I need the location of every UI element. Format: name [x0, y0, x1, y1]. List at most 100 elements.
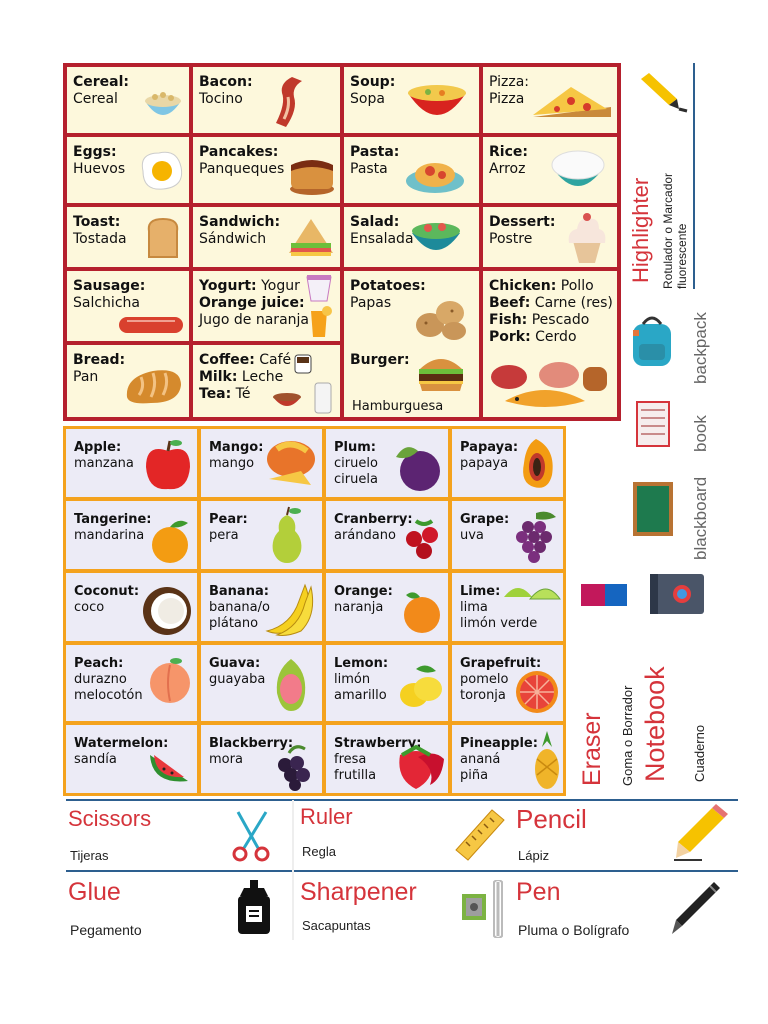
- food-label: Toast: Tostada: [73, 214, 127, 247]
- pen-card: Pen Pluma o Bolígrafo: [512, 874, 738, 940]
- pancakes-icon: [290, 160, 334, 195]
- food-label: Pizza: Pizza: [489, 74, 530, 107]
- blackboard-card: blackboard: [623, 464, 718, 560]
- pineapple-icon: [535, 731, 559, 789]
- meats-icon: [491, 362, 607, 407]
- food-card-salad: Salad: Ensalada: [344, 207, 479, 267]
- coconut-icon: [143, 587, 191, 635]
- ruler-spanish-label: Regla: [302, 844, 336, 859]
- food-card-eggs: Eggs: Huevos: [67, 137, 189, 203]
- blackboard-icon: [633, 482, 673, 536]
- pizza-slice-icon: [533, 87, 611, 117]
- burger-icon: [419, 359, 463, 391]
- lemon-icon: [400, 665, 442, 707]
- eraser-card: Eraser Goma o Borrador: [575, 566, 637, 788]
- plum-icon: [396, 447, 440, 491]
- food-label: Eggs: Huevos: [73, 144, 126, 177]
- peach-icon: [150, 658, 190, 703]
- eraser-icon: [581, 584, 627, 606]
- fruit-card-papaya: Papaya: papaya: [452, 429, 563, 497]
- sausage-icon: [119, 317, 183, 333]
- food-label: Sausage: Salchicha: [73, 278, 146, 311]
- highlighter-spanish-line-2: fluorescente: [675, 223, 689, 289]
- glue-label: Glue: [68, 878, 121, 906]
- fruit-label: Papaya: papaya: [460, 440, 519, 471]
- mango-icon: [267, 441, 315, 485]
- backpack-icon: [633, 316, 671, 366]
- food-card-yogurt-orange-juice: Yogurt: Yogur Orange juice: Jugo de naranj…: [193, 271, 340, 341]
- potatoes-icon: [416, 301, 466, 340]
- fruit-card-banana: Banana: banana/o plátano: [201, 573, 322, 641]
- food-label: Yogurt: Yogur Orange juice: Jugo de naranj…: [199, 278, 309, 328]
- fruit-label: Grape: uva: [460, 512, 510, 543]
- backpack-card: backpack: [623, 300, 718, 386]
- notebook-card: Notebook Cuaderno: [640, 566, 720, 788]
- notebook-icon: [650, 574, 704, 614]
- scissors-spanish-label: Tijeras: [70, 848, 109, 863]
- cupcake-icon: [568, 213, 606, 263]
- backpack-label: backpack: [691, 312, 710, 384]
- fruit-card-coconut: Coconut: coco: [66, 573, 197, 641]
- pear-icon: [272, 506, 302, 563]
- food-card-cereal: Cereal: Cereal: [67, 67, 189, 133]
- fruit-card-watermelon: Watermelon: sandía: [66, 725, 197, 793]
- highlighter-icon: [641, 73, 688, 113]
- eraser-label: Eraser: [578, 712, 606, 786]
- fruit-label: Strawberry: fresa frutilla: [334, 736, 422, 783]
- sharpener-card: Sharpener Sacapuntas: [296, 874, 508, 940]
- fruit-label: Tangerine: mandarina: [74, 512, 152, 543]
- supplies-middle-rule: [66, 870, 738, 872]
- food-label: Pasta: Pasta: [350, 144, 400, 177]
- book-icon: [636, 401, 670, 447]
- food-card-meats: Chicken: Pollo Beef: Carne (res) Fish: Pes…: [483, 271, 617, 417]
- fruit-card-pear: Pear: pera: [201, 501, 322, 569]
- food-card-sausage: Sausage: Salchicha: [67, 271, 189, 341]
- pencil-spanish-label: Lápiz: [518, 848, 550, 863]
- food-label: Rice: Arroz: [489, 144, 528, 177]
- food-label: Dessert: Postre: [489, 214, 556, 247]
- blackboard-label: blackboard: [691, 476, 710, 560]
- food-card-bread: Bread: Pan: [67, 345, 189, 417]
- fruit-card-grape: Grape: uva: [452, 501, 563, 569]
- fruit-label: Pineapple: ananá piña: [460, 736, 538, 783]
- food-label: Salad: Ensalada: [350, 214, 414, 247]
- fruit-label: Lime: lima limón verde: [460, 584, 538, 631]
- fruit-card-apple: Apple: manzana: [66, 429, 197, 497]
- glue-spanish-label: Pegamento: [70, 922, 142, 938]
- pencil-icon: [674, 804, 728, 861]
- food-label: Chicken: Pollo Beef: Carne (res) Fish: Pes…: [489, 278, 613, 345]
- fruit-card-tangerine: Tangerine: mandarina: [66, 501, 197, 569]
- food-label: Bread: Pan: [73, 352, 126, 385]
- fruit-card-lemon: Lemon: limón amarillo: [326, 645, 448, 721]
- fried-egg-icon: [141, 151, 183, 190]
- fruit-card-guava: Guava: guayaba: [201, 645, 322, 721]
- food-card-pasta: Pasta: Pasta: [344, 137, 479, 203]
- food-label: Pancakes: Panqueques: [199, 144, 285, 177]
- bread-loaf-icon: [126, 370, 181, 404]
- grapefruit-icon: [516, 671, 558, 713]
- supplies-top-rule: [66, 799, 738, 801]
- food-card-bacon: Bacon: Tocino: [193, 67, 340, 133]
- fruit-card-peach: Peach: durazno melocotón: [66, 645, 197, 721]
- eraser-spanish-label: Goma o Borrador: [620, 685, 635, 786]
- fruit-label: Cranberry: arándano: [334, 512, 413, 543]
- papaya-icon: [523, 439, 553, 488]
- fruit-label: Apple: manzana: [74, 440, 134, 471]
- fruit-vocabulary-grid: Apple: manzana Mango: mango Plum: ciruelo ci…: [63, 426, 566, 796]
- tangerine-icon: [152, 520, 188, 563]
- sharpener-spanish-label: Sacapuntas: [302, 918, 371, 933]
- burger-spanish-label: Hamburguesa: [352, 399, 444, 414]
- sharpener-label: Sharpener: [300, 878, 417, 906]
- food-card-coffee-milk-tea: Coffee: Café Milk: Leche Tea: Té: [193, 345, 340, 417]
- food-card-pancakes: Pancakes: Panqueques: [193, 137, 340, 203]
- pen-icon: [672, 882, 720, 934]
- ruler-card: Ruler Regla: [296, 800, 508, 866]
- apple-icon: [146, 440, 190, 490]
- yogurt-juice-icon: [306, 275, 332, 337]
- notebook-spanish-label: Cuaderno: [692, 724, 707, 782]
- guava-icon: [276, 659, 306, 711]
- highlighter-card: Highlighter Rotulador o Marcador fluores…: [623, 63, 695, 289]
- toast-icon: [147, 217, 179, 258]
- fruit-label: Plum: ciruelo ciruela: [334, 440, 378, 487]
- food-card-toast: Toast: Tostada: [67, 207, 189, 267]
